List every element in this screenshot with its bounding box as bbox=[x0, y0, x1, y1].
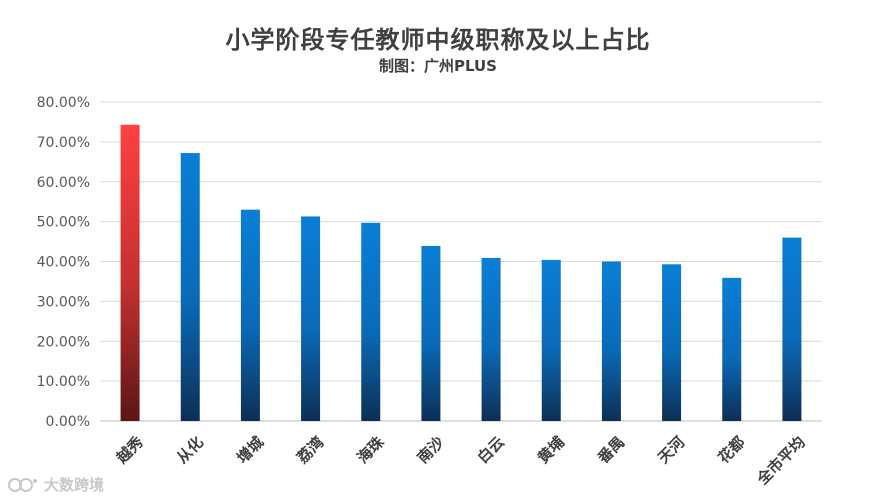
y-tick-label: 80.00% bbox=[37, 95, 90, 111]
bar-天河 bbox=[662, 264, 682, 421]
x-tick-label: 从化 bbox=[173, 433, 207, 467]
y-tick-label: 70.00% bbox=[37, 135, 90, 151]
x-tick-label: 全市平均 bbox=[753, 433, 809, 489]
x-tick-label: 南沙 bbox=[414, 433, 448, 467]
bar-全市平均 bbox=[782, 237, 802, 421]
bar-花都 bbox=[722, 277, 742, 421]
chat-bubble-logo-icon bbox=[8, 477, 37, 492]
y-tick-label: 30.00% bbox=[37, 294, 90, 310]
gridlines bbox=[100, 101, 822, 422]
x-tick-label: 花都 bbox=[715, 433, 749, 467]
watermark: 大数跨境 bbox=[8, 474, 104, 495]
bar-荔湾 bbox=[301, 216, 321, 421]
x-axis-tick-labels: 越秀 从化 增城 荔湾 海珠 南沙 白云 黄埔 番禺 天河 花都 全市平均 bbox=[112, 432, 808, 489]
watermark-text: 大数跨境 bbox=[44, 476, 105, 494]
x-tick-label: 越秀 bbox=[112, 432, 147, 467]
y-tick-label: 0.00% bbox=[46, 414, 90, 430]
x-tick-label: 荔湾 bbox=[293, 433, 327, 467]
bar-黄埔 bbox=[541, 259, 561, 421]
bar-南沙 bbox=[421, 245, 441, 421]
x-tick-label: 海珠 bbox=[354, 432, 389, 467]
y-tick-label: 60.00% bbox=[37, 175, 90, 191]
y-tick-label: 10.00% bbox=[37, 374, 90, 390]
bar-增城 bbox=[240, 209, 260, 421]
x-tick-label: 黄埔 bbox=[534, 433, 568, 467]
bar-番禺 bbox=[601, 261, 621, 421]
bar-从化 bbox=[180, 153, 200, 422]
bars bbox=[120, 124, 802, 422]
y-axis-tick-labels: 0.00% 10.00% 20.00% 30.00% 40.00% 50.00% 60.00… bbox=[37, 95, 90, 430]
bar-白云 bbox=[481, 257, 501, 421]
chart-subtitle: 制图：广州PLUS bbox=[378, 57, 497, 75]
x-tick-label: 番禺 bbox=[594, 433, 629, 468]
x-tick-label: 天河 bbox=[654, 433, 688, 467]
chart-title: 小学阶段专任教师中级职称及以上占比 bbox=[225, 26, 651, 54]
y-tick-label: 20.00% bbox=[37, 334, 90, 350]
bar-海珠 bbox=[361, 222, 381, 421]
x-tick-label: 白云 bbox=[474, 433, 508, 467]
y-tick-label: 40.00% bbox=[37, 255, 90, 271]
bar-越秀 bbox=[120, 124, 140, 421]
x-tick-label: 增城 bbox=[233, 433, 267, 467]
y-tick-label: 50.00% bbox=[37, 215, 90, 231]
